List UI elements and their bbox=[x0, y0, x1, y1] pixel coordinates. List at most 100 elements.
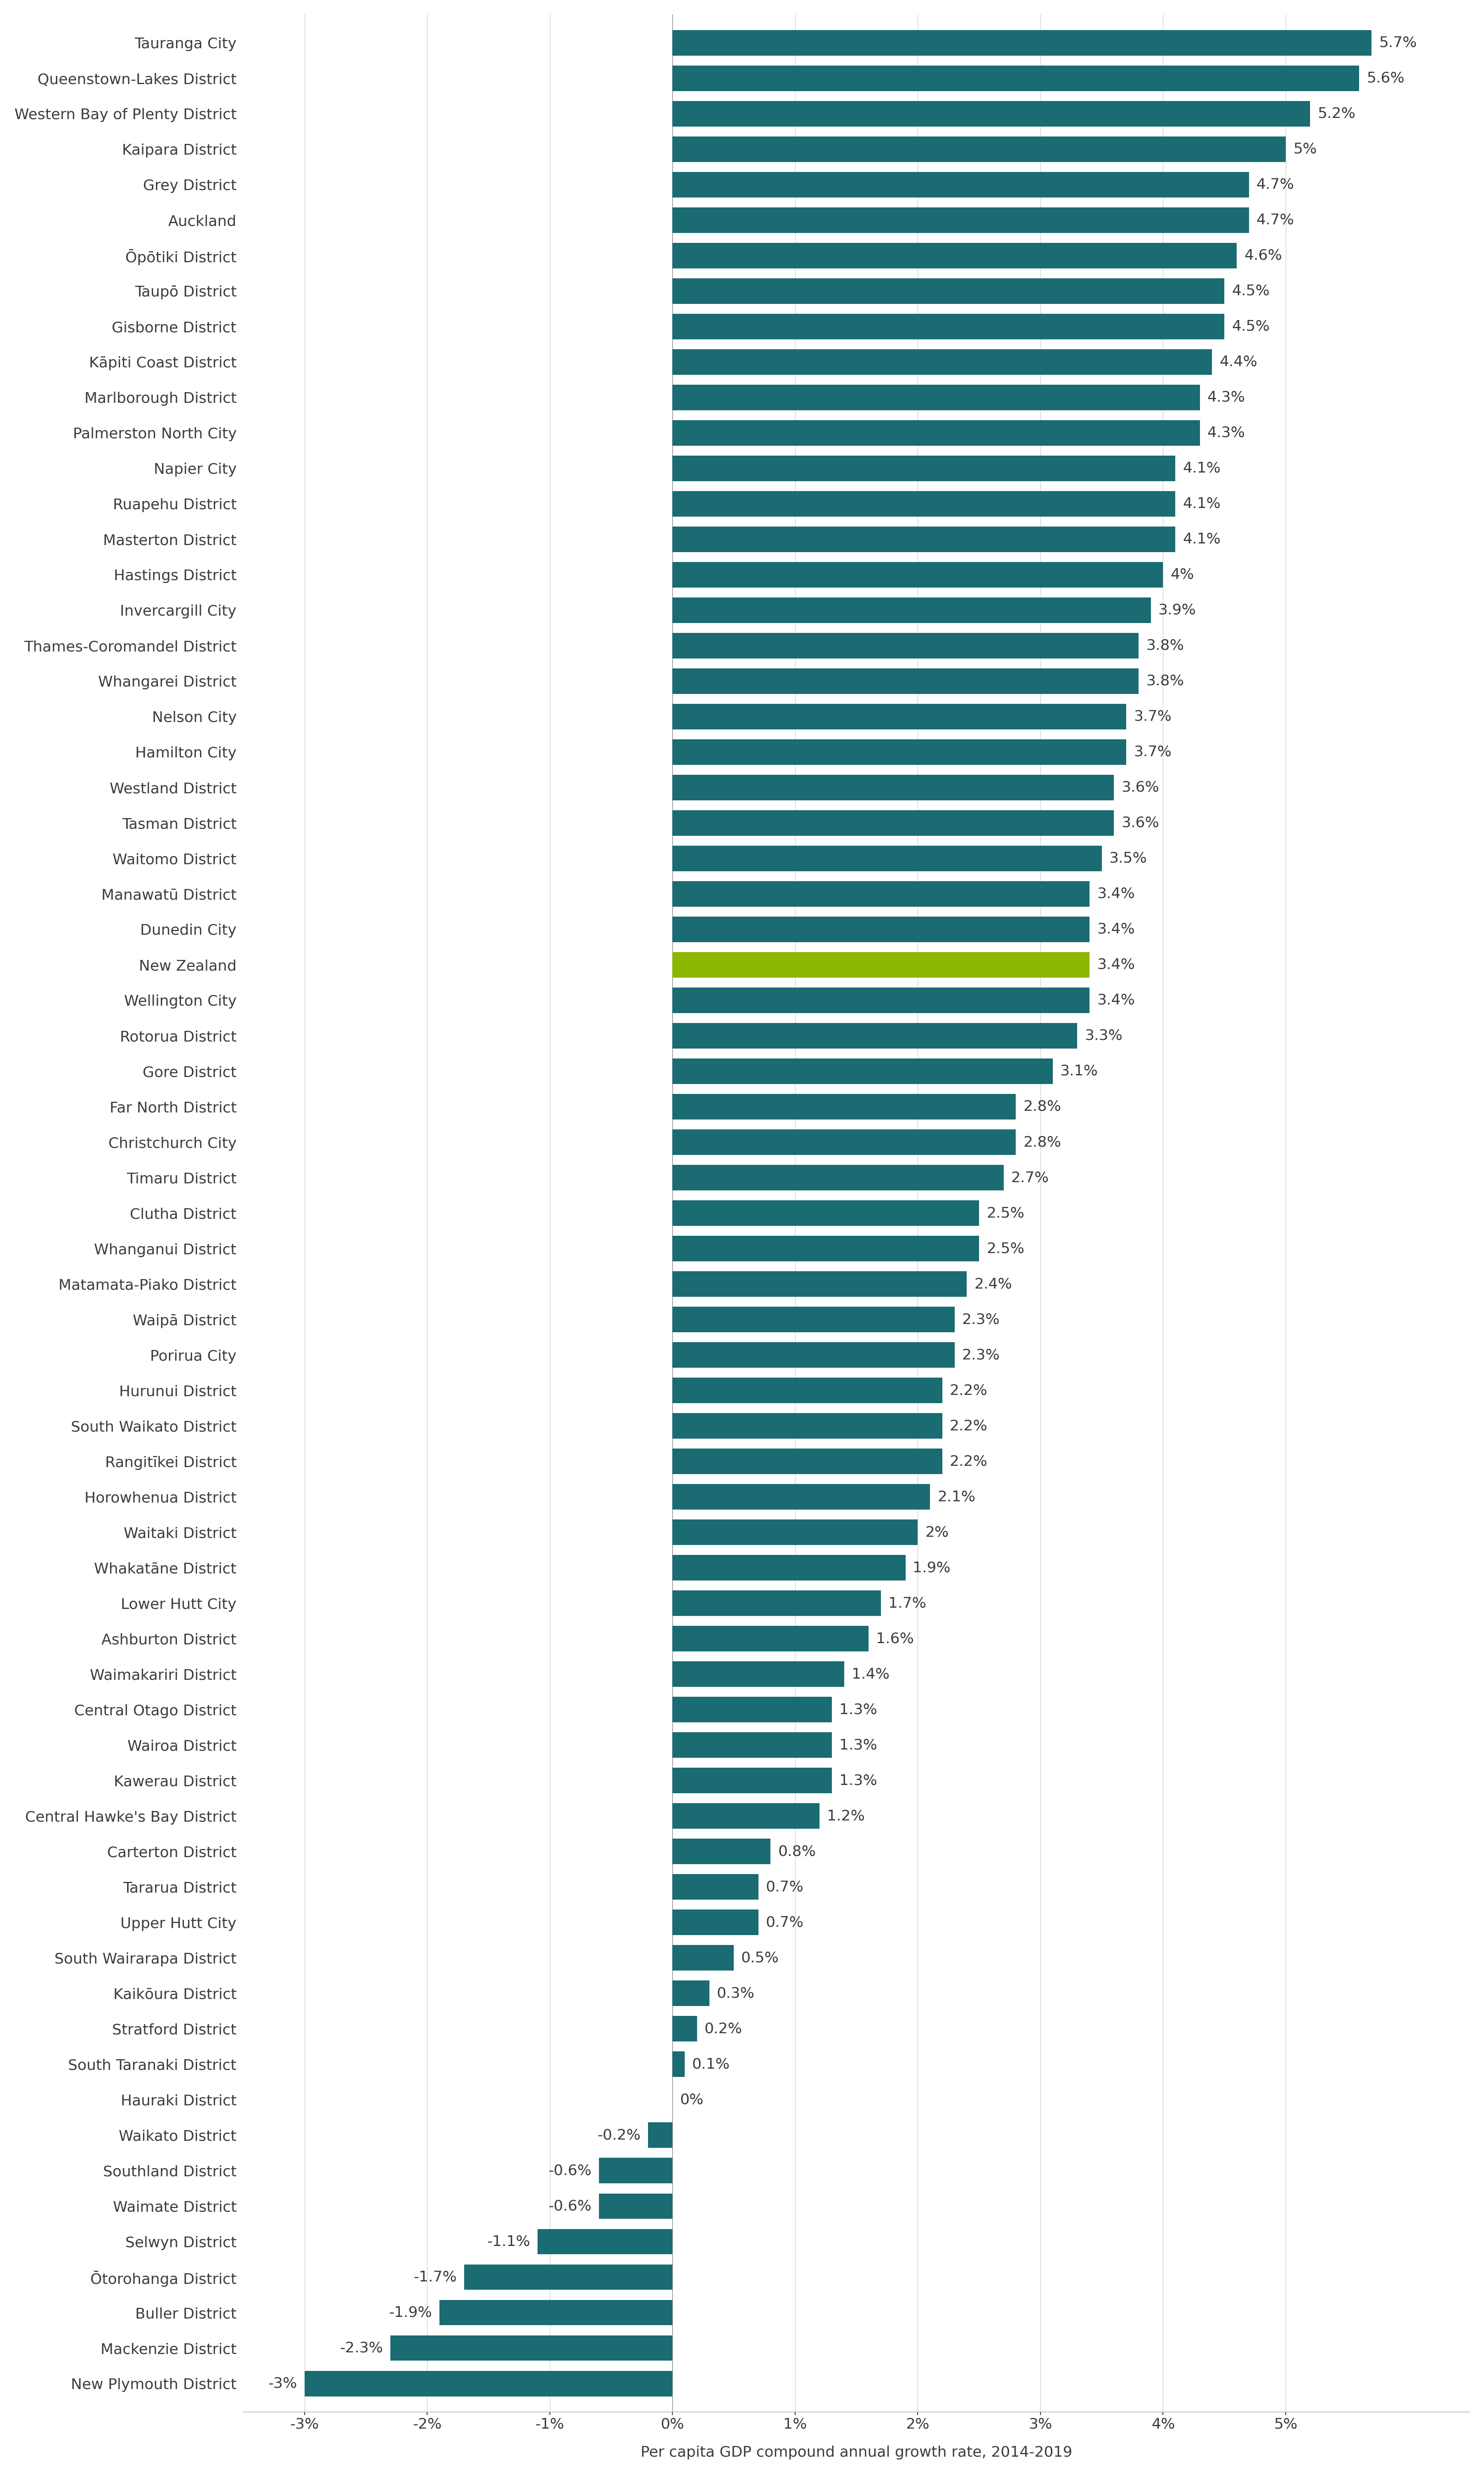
Text: -0.6%: -0.6% bbox=[548, 2199, 592, 2214]
Bar bbox=[672, 1413, 942, 1440]
Bar bbox=[672, 30, 1371, 54]
Text: 2.2%: 2.2% bbox=[950, 1383, 987, 1398]
Text: 0.8%: 0.8% bbox=[778, 1846, 816, 1858]
Bar bbox=[672, 349, 1212, 374]
Text: 2.3%: 2.3% bbox=[962, 1314, 1000, 1326]
Bar bbox=[600, 2194, 672, 2219]
Text: 3.5%: 3.5% bbox=[1109, 851, 1147, 866]
Bar bbox=[672, 1556, 905, 1581]
Text: 2.5%: 2.5% bbox=[987, 1207, 1024, 1220]
Text: 1.3%: 1.3% bbox=[840, 1739, 877, 1752]
Text: 4.7%: 4.7% bbox=[1257, 178, 1294, 190]
Bar bbox=[390, 2335, 672, 2360]
Bar bbox=[649, 2123, 672, 2147]
Bar bbox=[439, 2301, 672, 2326]
Text: -1.1%: -1.1% bbox=[487, 2234, 530, 2249]
Text: 2%: 2% bbox=[925, 1526, 948, 1539]
Text: 4.5%: 4.5% bbox=[1232, 285, 1270, 297]
Bar bbox=[600, 2157, 672, 2185]
Text: 4.7%: 4.7% bbox=[1257, 213, 1294, 228]
Text: 5.2%: 5.2% bbox=[1318, 106, 1355, 121]
Text: 2.2%: 2.2% bbox=[950, 1455, 987, 1470]
Text: 4.1%: 4.1% bbox=[1183, 532, 1220, 547]
Text: 0.1%: 0.1% bbox=[692, 2058, 730, 2071]
Text: -3%: -3% bbox=[269, 2378, 297, 2390]
Text: 2.3%: 2.3% bbox=[962, 1348, 1000, 1363]
Bar bbox=[672, 774, 1114, 799]
Text: -1.9%: -1.9% bbox=[389, 2306, 432, 2321]
Text: 0.5%: 0.5% bbox=[741, 1952, 779, 1964]
Bar bbox=[672, 1625, 868, 1653]
Bar bbox=[672, 633, 1138, 658]
Text: 3.1%: 3.1% bbox=[1060, 1064, 1098, 1079]
Text: 0.2%: 0.2% bbox=[705, 2021, 742, 2036]
Bar bbox=[464, 2264, 672, 2291]
Bar bbox=[672, 1022, 1077, 1049]
Bar bbox=[672, 1450, 942, 1475]
Bar bbox=[672, 1910, 758, 1935]
Text: 1.2%: 1.2% bbox=[827, 1808, 865, 1823]
Text: 4.4%: 4.4% bbox=[1220, 354, 1257, 369]
Text: 3.9%: 3.9% bbox=[1158, 604, 1196, 616]
Bar bbox=[672, 455, 1175, 480]
Text: 4.5%: 4.5% bbox=[1232, 319, 1270, 334]
Text: 3.7%: 3.7% bbox=[1134, 710, 1171, 722]
Bar bbox=[672, 1982, 709, 2006]
Bar bbox=[672, 562, 1163, 586]
Bar bbox=[672, 1237, 979, 1262]
Bar bbox=[672, 1378, 942, 1403]
Text: -2.3%: -2.3% bbox=[340, 2340, 383, 2355]
Text: -0.6%: -0.6% bbox=[548, 2165, 592, 2177]
Bar bbox=[672, 314, 1224, 339]
Text: 4.6%: 4.6% bbox=[1244, 247, 1282, 262]
Bar bbox=[672, 809, 1114, 836]
Bar bbox=[672, 490, 1175, 517]
Text: 2.2%: 2.2% bbox=[950, 1420, 987, 1432]
Bar bbox=[672, 1804, 819, 1828]
Text: 1.3%: 1.3% bbox=[840, 1702, 877, 1717]
Text: -0.2%: -0.2% bbox=[598, 2128, 641, 2142]
Text: 3.3%: 3.3% bbox=[1085, 1029, 1122, 1042]
Text: 3.4%: 3.4% bbox=[1097, 886, 1135, 901]
Text: 2.8%: 2.8% bbox=[1024, 1098, 1061, 1113]
Bar bbox=[672, 1131, 1017, 1155]
Text: 1.3%: 1.3% bbox=[840, 1774, 877, 1789]
Bar bbox=[672, 1945, 733, 1972]
Bar bbox=[672, 1165, 1003, 1190]
Text: 4%: 4% bbox=[1171, 567, 1195, 581]
Bar bbox=[672, 1059, 1052, 1084]
Bar bbox=[672, 987, 1089, 1012]
Bar bbox=[672, 1200, 979, 1227]
Text: 2.5%: 2.5% bbox=[987, 1242, 1024, 1257]
Text: 2.4%: 2.4% bbox=[974, 1277, 1012, 1291]
Text: 5.6%: 5.6% bbox=[1367, 72, 1404, 84]
Text: 3.4%: 3.4% bbox=[1097, 923, 1135, 935]
Text: -1.7%: -1.7% bbox=[414, 2271, 457, 2284]
Bar bbox=[672, 1697, 833, 1722]
Bar bbox=[672, 1484, 930, 1509]
Bar bbox=[672, 1306, 954, 1333]
Text: 5.7%: 5.7% bbox=[1379, 35, 1417, 49]
Text: 1.4%: 1.4% bbox=[852, 1667, 889, 1682]
Text: 2.1%: 2.1% bbox=[938, 1489, 975, 1504]
Bar bbox=[672, 1838, 770, 1865]
Text: 2.8%: 2.8% bbox=[1024, 1136, 1061, 1150]
Bar bbox=[672, 277, 1224, 304]
Bar bbox=[537, 2229, 672, 2254]
Bar bbox=[672, 1875, 758, 1900]
Bar bbox=[672, 1663, 844, 1687]
Text: 4.3%: 4.3% bbox=[1206, 391, 1245, 403]
Text: 3.7%: 3.7% bbox=[1134, 745, 1171, 760]
Bar bbox=[672, 1591, 881, 1616]
Bar bbox=[672, 101, 1310, 126]
Bar bbox=[672, 171, 1250, 198]
Bar bbox=[672, 64, 1359, 92]
Bar bbox=[672, 1343, 954, 1368]
Text: 0.7%: 0.7% bbox=[766, 1880, 803, 1895]
Text: 1.6%: 1.6% bbox=[876, 1633, 914, 1645]
Bar bbox=[672, 1732, 833, 1759]
Text: 3.6%: 3.6% bbox=[1122, 779, 1159, 794]
Text: 4.1%: 4.1% bbox=[1183, 497, 1220, 510]
Bar bbox=[672, 1519, 917, 1546]
Bar bbox=[672, 881, 1089, 905]
